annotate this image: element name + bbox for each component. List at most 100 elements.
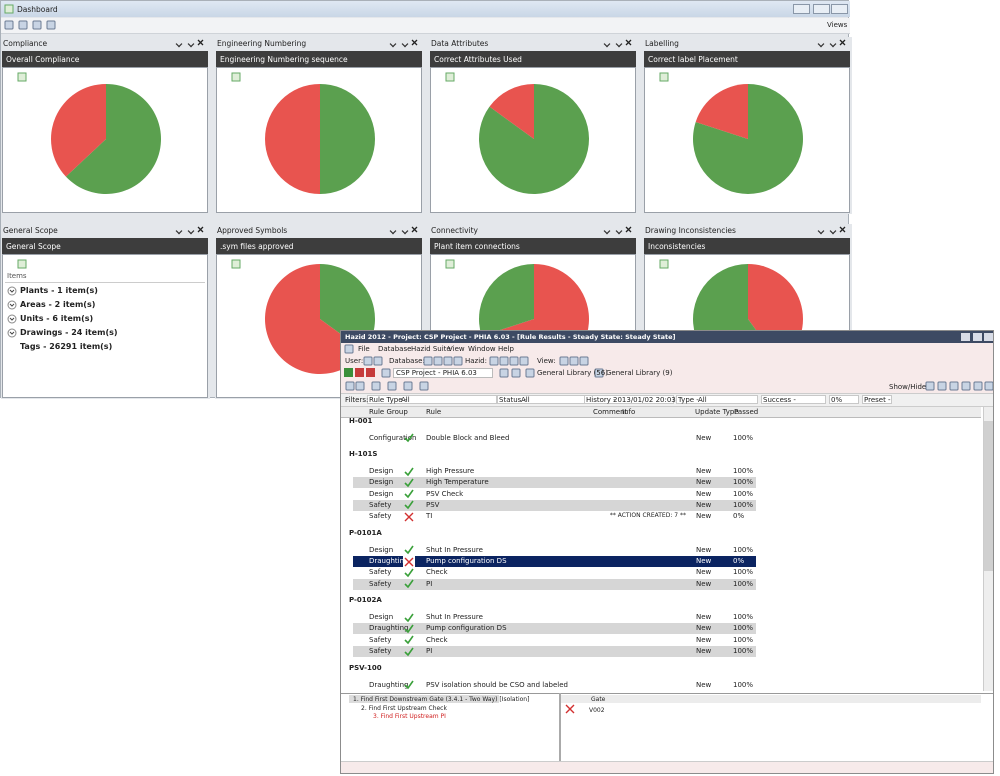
rule-group[interactable]: Draughting — [369, 680, 409, 689]
window-button[interactable] — [831, 4, 848, 14]
filter-select[interactable] — [367, 395, 497, 404]
panel-button[interactable] — [187, 227, 195, 235]
tool-icon[interactable] — [18, 20, 28, 30]
trace-step[interactable]: 3. Find First Upstream PI — [373, 713, 446, 720]
rule-group[interactable]: Design — [369, 613, 394, 622]
rule-name[interactable]: Shut In Pressure — [426, 613, 483, 622]
panel-button[interactable] — [829, 227, 837, 235]
rule-name[interactable]: Check — [426, 568, 448, 577]
panel-button[interactable] — [615, 227, 623, 235]
rule-group[interactable]: Design — [369, 489, 394, 498]
panel-button[interactable] — [615, 40, 623, 48]
rule-name[interactable]: Double Block and Bleed — [426, 433, 510, 442]
window-button[interactable] — [813, 4, 830, 14]
library-tab[interactable]: General Library (9) — [606, 369, 673, 377]
toolbar-button[interactable] — [366, 368, 375, 377]
rule-group[interactable]: Configuration — [369, 433, 417, 442]
list-item[interactable]: Plants - 1 item(s) — [20, 286, 98, 295]
rule-name[interactable]: PSV isolation should be CSO and labeled — [426, 680, 568, 689]
check — [404, 647, 414, 656]
rule-name[interactable]: High Pressure — [426, 467, 475, 475]
panel-button[interactable] — [401, 40, 409, 48]
rule-group[interactable]: Safety — [369, 568, 392, 577]
tool-icon[interactable] — [46, 20, 56, 30]
views-button[interactable]: Views — [827, 21, 848, 29]
rule-name[interactable]: High Temperature — [426, 478, 489, 487]
panel-button[interactable] — [817, 40, 825, 48]
panel-button[interactable] — [175, 40, 183, 48]
panel-button[interactable] — [829, 40, 837, 48]
close-icon[interactable] — [624, 38, 634, 48]
scroll-thumb[interactable] — [984, 421, 993, 571]
rule-group[interactable]: Safety — [369, 512, 392, 521]
rule-name[interactable]: Check — [426, 635, 448, 644]
rule-name[interactable]: Shut In Pressure — [426, 545, 483, 554]
toolbar-button[interactable] — [355, 368, 364, 377]
menu-item[interactable]: Window — [468, 345, 496, 353]
menu-item[interactable]: Help — [498, 345, 514, 353]
pass-icon — [404, 433, 414, 443]
panel-button[interactable] — [401, 227, 409, 235]
menu-item[interactable]: File — [358, 345, 370, 353]
filter-select[interactable] — [862, 395, 892, 404]
filter-select[interactable] — [761, 395, 826, 404]
rule-name[interactable]: TI — [426, 512, 433, 521]
project-select[interactable] — [393, 368, 493, 378]
rule-name[interactable]: PI — [426, 647, 433, 655]
close-icon[interactable] — [196, 38, 206, 48]
rule-group[interactable]: Safety — [369, 579, 392, 588]
rule-group[interactable]: Draughting — [369, 624, 409, 633]
tool-icon[interactable] — [32, 20, 42, 30]
row-selected[interactable] — [353, 556, 756, 567]
gate-header — [561, 695, 981, 703]
panel-button[interactable] — [389, 40, 397, 48]
trace-step[interactable]: 1. Find First Downstream Gate (3.4.1 - T… — [353, 696, 530, 703]
close-icon[interactable] — [838, 38, 848, 48]
close-icon[interactable] — [624, 225, 634, 235]
window-button[interactable] — [961, 333, 970, 341]
window-button[interactable] — [973, 333, 982, 341]
gate-value[interactable]: V002 — [589, 707, 605, 714]
panel-button[interactable] — [187, 40, 195, 48]
filter-select[interactable] — [584, 395, 674, 404]
panel-button[interactable] — [817, 227, 825, 235]
rule-group[interactable]: Design — [369, 467, 394, 475]
rule-group[interactable]: Safety — [369, 500, 392, 509]
rule-name[interactable]: PI — [426, 579, 433, 588]
toolbar-button[interactable] — [344, 368, 353, 377]
close-icon[interactable] — [410, 38, 420, 48]
panel-button[interactable] — [603, 40, 611, 48]
column-header-text: Rule — [426, 408, 442, 416]
panel-button[interactable] — [389, 227, 397, 235]
list-item[interactable]: Areas - 2 item(s) — [20, 300, 96, 309]
library-tab[interactable]: General Library (56) — [537, 369, 608, 377]
rule-name[interactable]: Pump configuration DS — [426, 557, 507, 565]
menu-item[interactable]: Hazid Suite — [411, 345, 451, 353]
trace-step[interactable]: 2. Find First Upstream Check — [361, 705, 447, 712]
filter-select[interactable] — [829, 395, 859, 404]
filter-select[interactable] — [676, 395, 758, 404]
list-item[interactable]: Units - 6 item(s) — [20, 314, 94, 323]
tool-icon — [569, 356, 579, 366]
rule-group[interactable]: Safety — [369, 635, 392, 644]
close-icon[interactable] — [410, 225, 420, 235]
panel-button[interactable] — [603, 227, 611, 235]
rule-group[interactable]: Design — [369, 478, 394, 487]
window-button[interactable] — [984, 333, 993, 341]
list-item[interactable]: Drawings - 24 item(s) — [20, 328, 118, 337]
menu-item[interactable]: Database — [378, 345, 412, 353]
menu-item[interactable]: View — [448, 345, 465, 353]
rule-name[interactable]: Pump configuration DS — [426, 624, 507, 633]
window-button[interactable] — [793, 4, 810, 14]
panel-button[interactable] — [175, 227, 183, 235]
pie-slice — [65, 84, 161, 194]
rule-group[interactable]: Design — [369, 545, 394, 554]
tool-icon[interactable] — [4, 20, 14, 30]
close-icon[interactable] — [838, 225, 848, 235]
close-icon[interactable] — [196, 225, 206, 235]
rule-group[interactable]: Draughting — [369, 557, 409, 565]
rule-group[interactable]: Safety — [369, 647, 392, 655]
pass-icon — [404, 545, 414, 555]
rule-name[interactable]: PSV Check — [426, 489, 464, 498]
rule-name[interactable]: PSV — [426, 500, 440, 509]
